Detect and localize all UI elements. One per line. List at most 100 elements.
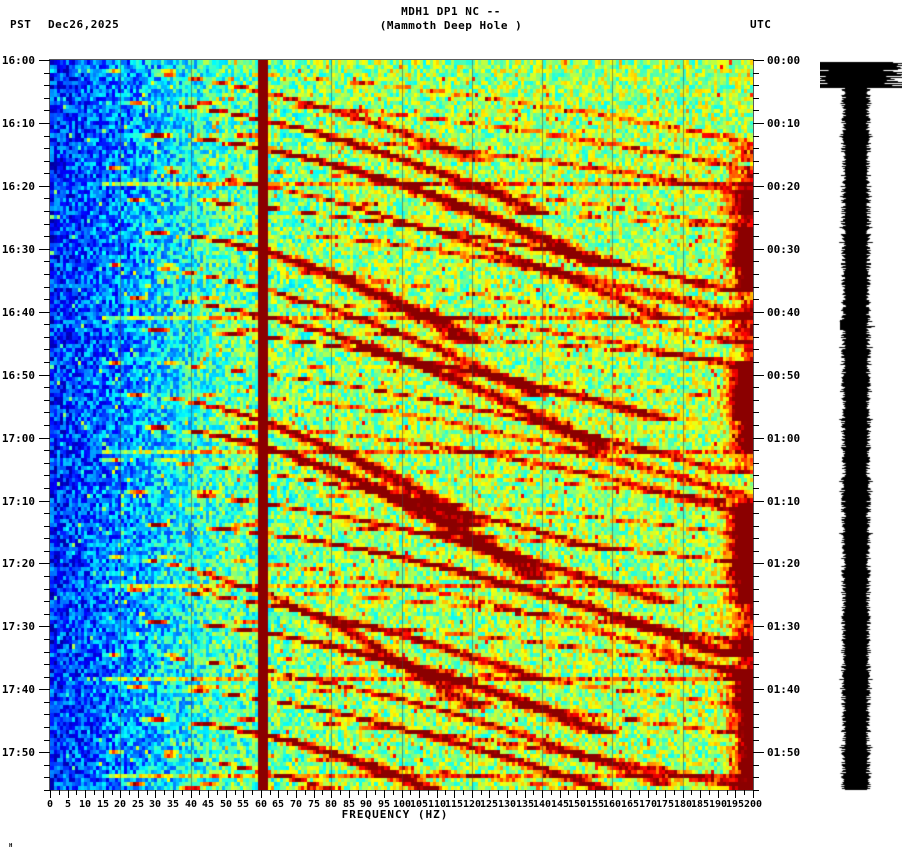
freq-label-10: 10 — [78, 799, 92, 810]
freq-tick-minor — [59, 790, 60, 795]
freq-label-35: 35 — [166, 799, 180, 810]
time-tick-major-right — [753, 752, 764, 753]
time-tick-minor-right — [753, 337, 759, 338]
time-label-left-1640: 16:40 — [1, 306, 35, 319]
freq-tick-major — [103, 790, 104, 798]
time-tick-minor-right — [753, 85, 759, 86]
spectrogram-canvas[interactable] — [50, 60, 753, 790]
freq-tick-minor — [604, 790, 605, 795]
freq-label-135: 135 — [515, 799, 535, 810]
timezone-label-left: PST — [10, 18, 32, 31]
time-tick-minor-left — [44, 173, 50, 174]
freq-label-130: 130 — [497, 799, 517, 810]
time-tick-minor-left — [44, 463, 50, 464]
time-tick-minor-left — [44, 639, 50, 640]
time-tick-minor-right — [753, 463, 759, 464]
time-label-left-1730: 17:30 — [1, 620, 35, 633]
time-tick-minor-right — [753, 73, 759, 74]
time-tick-minor-left — [44, 538, 50, 539]
time-tick-major-left — [39, 563, 50, 564]
freq-tick-major — [700, 790, 701, 798]
seismogram-trace[interactable] — [820, 58, 902, 793]
freq-label-185: 185 — [690, 799, 710, 810]
time-label-right-0150: 01:50 — [767, 746, 801, 759]
freq-tick-major — [735, 790, 736, 798]
time-tick-minor-right — [753, 576, 759, 577]
time-label-left-1700: 17:00 — [1, 432, 35, 445]
freq-tick-major — [595, 790, 596, 798]
time-tick-minor-right — [753, 412, 759, 413]
time-tick-minor-left — [44, 652, 50, 653]
time-tick-minor-left — [44, 337, 50, 338]
time-tick-major-left — [39, 438, 50, 439]
spectrogram-image[interactable] — [50, 60, 753, 790]
freq-tick-major — [507, 790, 508, 798]
time-tick-minor-left — [44, 73, 50, 74]
time-tick-minor-left — [44, 324, 50, 325]
freq-tick-major — [542, 790, 543, 798]
freq-tick-major — [226, 790, 227, 798]
time-tick-minor-right — [753, 110, 759, 111]
time-label-right-0040: 00:40 — [767, 306, 801, 319]
time-label-right-0010: 00:10 — [767, 117, 801, 130]
time-tick-minor-right — [753, 740, 759, 741]
time-tick-minor-left — [44, 161, 50, 162]
time-label-right-0020: 00:20 — [767, 180, 801, 193]
freq-label-45: 45 — [201, 799, 215, 810]
freq-tick-minor — [76, 790, 77, 795]
time-tick-major-left — [39, 375, 50, 376]
time-tick-minor-left — [44, 702, 50, 703]
freq-label-190: 190 — [708, 799, 728, 810]
time-tick-minor-left — [44, 349, 50, 350]
time-tick-minor-left — [44, 601, 50, 602]
time-tick-minor-left — [44, 614, 50, 615]
time-tick-minor-left — [44, 362, 50, 363]
time-tick-minor-left — [44, 589, 50, 590]
time-tick-major-left — [39, 60, 50, 61]
time-label-left-1650: 16:50 — [1, 369, 35, 382]
time-tick-minor-left — [44, 450, 50, 451]
freq-tick-minor — [305, 790, 306, 795]
time-tick-minor-right — [753, 349, 759, 350]
time-tick-minor-right — [753, 639, 759, 640]
time-tick-minor-right — [753, 702, 759, 703]
freq-tick-major — [753, 790, 754, 798]
freq-tick-major — [560, 790, 561, 798]
freq-tick-major — [489, 790, 490, 798]
time-label-right-0050: 00:50 — [767, 369, 801, 382]
time-tick-minor-right — [753, 425, 759, 426]
freq-label-30: 30 — [148, 799, 162, 810]
freq-label-75: 75 — [307, 799, 321, 810]
time-tick-minor-left — [44, 576, 50, 577]
time-tick-minor-left — [44, 790, 50, 791]
freq-tick-minor — [445, 790, 446, 795]
freq-tick-minor — [586, 790, 587, 795]
seismogram-canvas[interactable] — [820, 58, 902, 793]
time-label-left-1620: 16:20 — [1, 180, 35, 193]
freq-label-70: 70 — [289, 799, 303, 810]
time-tick-major-left — [39, 186, 50, 187]
freq-label-0: 0 — [46, 799, 54, 810]
freq-tick-minor — [252, 790, 253, 795]
time-label-right-0130: 01:30 — [767, 620, 801, 633]
freq-tick-major — [50, 790, 51, 798]
freq-tick-major — [331, 790, 332, 798]
freq-tick-major — [138, 790, 139, 798]
time-tick-minor-left — [44, 387, 50, 388]
freq-label-5: 5 — [64, 799, 72, 810]
time-tick-major-right — [753, 186, 764, 187]
freq-tick-minor — [112, 790, 113, 795]
freq-label-165: 165 — [620, 799, 640, 810]
time-tick-minor-right — [753, 727, 759, 728]
time-tick-major-right — [753, 626, 764, 627]
time-tick-major-right — [753, 312, 764, 313]
freq-tick-minor — [568, 790, 569, 795]
freq-tick-major — [314, 790, 315, 798]
freq-tick-minor — [744, 790, 745, 795]
time-tick-minor-left — [44, 198, 50, 199]
freq-tick-minor — [727, 790, 728, 795]
time-tick-minor-right — [753, 161, 759, 162]
freq-tick-minor — [481, 790, 482, 795]
freq-tick-minor — [270, 790, 271, 795]
